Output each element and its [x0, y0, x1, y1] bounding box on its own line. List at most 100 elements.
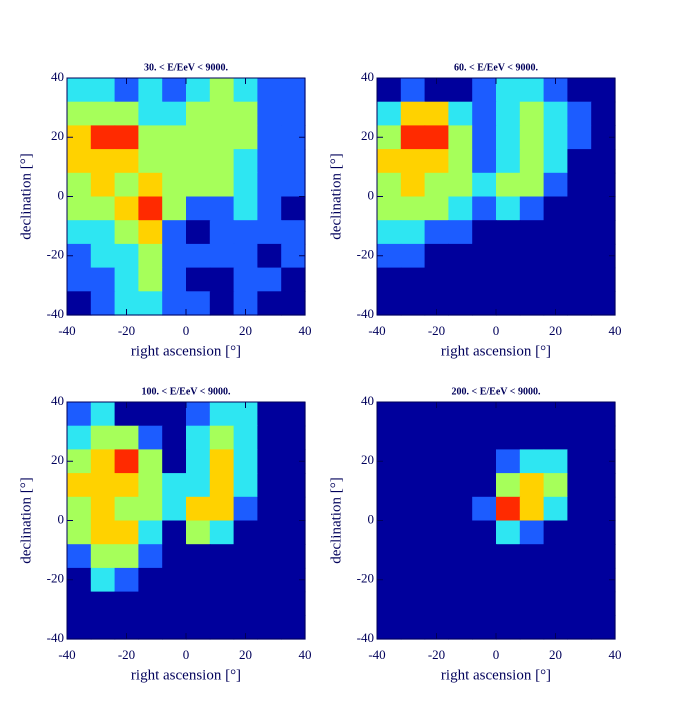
heat-cell	[400, 172, 426, 198]
y-tick-label: 40	[361, 393, 374, 408]
heat-cell	[233, 149, 258, 174]
heat-cell	[543, 425, 568, 450]
heat-cell	[424, 196, 449, 221]
heat-cell	[377, 473, 402, 498]
y-axis-label: declination [°]	[328, 477, 344, 563]
heat-cell	[496, 591, 521, 616]
heat-cell	[281, 149, 306, 174]
heat-cell	[400, 615, 426, 640]
heat-cell	[209, 78, 235, 103]
heat-cell	[496, 101, 521, 126]
heat-cell	[90, 567, 116, 593]
heat-cell	[138, 243, 163, 269]
heat-cell	[114, 544, 139, 569]
heat-cell	[114, 496, 139, 522]
x-tick-label: 0	[493, 323, 500, 338]
heat-cell	[90, 149, 116, 174]
x-tick-label: -20	[428, 647, 445, 662]
x-tick-label: -40	[58, 647, 75, 662]
chart-title: 200. < E/EeV < 9000.	[452, 386, 541, 397]
heat-cell	[424, 220, 449, 245]
heat-cell	[209, 291, 235, 316]
heat-cell	[543, 520, 568, 545]
heat-cell	[591, 196, 616, 221]
x-axis-label: right ascension [°]	[131, 343, 241, 359]
heat-cell	[591, 267, 616, 292]
heat-cell	[496, 78, 521, 103]
heat-cell	[567, 101, 592, 126]
heat-cell	[496, 615, 521, 640]
heat-cell	[138, 449, 163, 474]
heat-cell	[543, 149, 568, 174]
heat-cell	[496, 267, 521, 292]
heat-cell	[424, 101, 449, 126]
heat-cell	[257, 520, 282, 545]
heat-cell	[472, 496, 497, 522]
heat-cell	[186, 591, 211, 616]
heat-cell	[591, 291, 616, 316]
heat-cell	[591, 402, 616, 427]
heat-cell	[281, 196, 306, 221]
x-axis-label: right ascension [°]	[131, 667, 241, 683]
heat-cell	[448, 473, 473, 498]
heat-cell	[257, 425, 282, 450]
heat-cell	[448, 567, 473, 593]
heat-cell	[209, 496, 235, 522]
heat-cell	[472, 125, 497, 150]
heat-cell	[186, 172, 211, 198]
heat-cell	[496, 520, 521, 545]
heat-cell	[162, 449, 187, 474]
heat-cell	[567, 496, 592, 522]
heat-cell	[209, 243, 235, 269]
heat-cell	[281, 615, 306, 640]
heat-cell	[162, 125, 187, 150]
heat-cell	[114, 101, 139, 126]
y-axis-label: declination [°]	[18, 477, 34, 563]
heat-cell	[90, 591, 116, 616]
heat-cell	[90, 544, 116, 569]
y-tick-label: 20	[361, 128, 374, 143]
y-tick-label: 20	[361, 452, 374, 467]
heat-cell	[519, 473, 545, 498]
heat-cell	[496, 402, 521, 427]
heat-cell	[424, 544, 449, 569]
heat-cell	[186, 291, 211, 316]
heat-cell	[400, 425, 426, 450]
y-tick-label: 20	[51, 128, 64, 143]
x-tick-label: 20	[239, 323, 252, 338]
heat-cell	[186, 402, 211, 427]
heat-cell	[281, 267, 306, 292]
heat-cell	[472, 473, 497, 498]
heat-cell	[209, 544, 235, 569]
heat-cell	[496, 172, 521, 198]
heat-cell	[162, 220, 187, 245]
heat-cell	[114, 473, 139, 498]
heat-cell	[162, 243, 187, 269]
heat-cell	[567, 615, 592, 640]
heat-cell	[186, 615, 211, 640]
heat-cell	[67, 591, 92, 616]
heat-cell	[567, 544, 592, 569]
heat-cell	[67, 496, 92, 522]
heat-cell	[472, 449, 497, 474]
heat-cell	[591, 220, 616, 245]
heat-cell	[519, 567, 545, 593]
heat-cell	[233, 496, 258, 522]
heat-cell	[424, 473, 449, 498]
heat-cell	[424, 449, 449, 474]
y-tick-label: 40	[51, 393, 64, 408]
heat-cell	[257, 78, 282, 103]
heat-cell	[400, 473, 426, 498]
heat-cell	[233, 196, 258, 221]
heat-cell	[114, 243, 139, 269]
heat-cell	[448, 196, 473, 221]
heat-cell	[496, 544, 521, 569]
heat-cell	[257, 101, 282, 126]
x-tick-label: 20	[549, 647, 562, 662]
heat-cell	[162, 567, 187, 593]
heat-cell	[543, 496, 568, 522]
heat-cell	[377, 291, 402, 316]
heat-cell	[257, 149, 282, 174]
heat-cell	[138, 149, 163, 174]
heat-cell	[567, 473, 592, 498]
